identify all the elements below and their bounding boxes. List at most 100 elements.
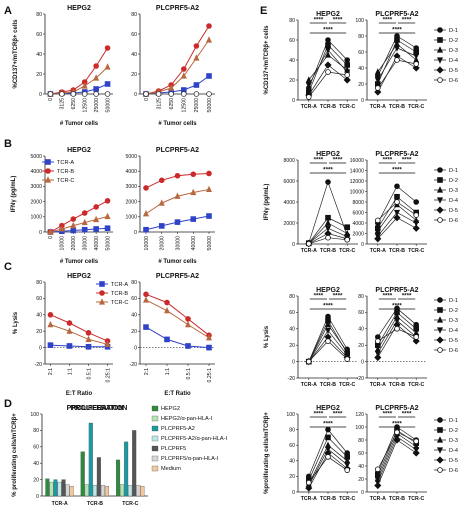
donor-series-d-4 [305,47,351,89]
data-point [81,218,88,226]
data-point [325,434,331,441]
legend-label: PLCPRF5-A2/α-pan-HLA-I [161,436,227,442]
data-point [374,68,381,75]
data-point [344,224,350,231]
data-point [181,66,187,72]
x-tick-label: 2:1 [144,368,150,375]
data-point [206,23,212,29]
legend-marker [98,298,106,305]
donor-legend: D-1 D-2 D-3 D-4 D-5 D-6 [434,417,458,474]
donor-series-d-6 [374,325,420,344]
data-point [70,227,77,234]
x-tick-label: 30000 [175,236,181,251]
data-point [85,330,92,336]
data-point [81,210,88,216]
data-point [66,320,73,326]
y-tick-label: 0 [39,230,42,236]
legend-swatch [151,465,159,472]
data-point [393,45,401,52]
x-tick-label: TCR-A [301,496,317,502]
y-tick-label: 0 [134,345,137,351]
significance-stars: **** [402,411,412,418]
legend-label: D-5 [449,68,458,74]
bar [100,485,105,497]
legend-marker [436,57,444,64]
legend-label: HEPG2/α-pan-HLA-I [161,416,213,422]
data-point [393,214,401,222]
y-tick-label: 80 [33,428,39,434]
y-tick-label: 0 [292,490,295,496]
x-tick-label: 1:1 [165,368,171,375]
y-tick-label: 0 [134,92,137,98]
legend-marker [437,347,443,353]
significance-stars: **** [323,421,333,428]
y-tick-label: 20 [36,72,42,78]
y-tick-label: 20 [289,474,295,480]
chart-a1: 0 20 40 60 80 HEPG2 %CD137+/mTCRβ+ cells 0 3125 6… [13,5,113,127]
y-tick-label: -20 [357,376,365,382]
y-tick-label: 100 [30,412,39,418]
data-point [374,350,381,358]
legend-marker [436,316,444,323]
chart-title: PLCPRF5-A2 [156,147,199,154]
y-tick-label: 40 [289,58,295,64]
legend-label: D-1 [449,28,458,34]
y-tick-label: 80 [358,438,364,444]
x-axis-label: E:T Ratio [164,391,191,397]
data-point [59,91,65,97]
x-tick-label: TCR-C [339,496,355,502]
data-point [305,94,312,100]
series-line [145,299,210,339]
data-point [305,484,313,492]
series-tcr-c [142,185,213,217]
y-tick-label: 2000 [283,221,295,227]
data-point [93,86,99,92]
data-point [163,306,171,314]
y-tick-label: 40 [33,461,39,467]
y-tick-label: 0 [36,494,39,500]
x-tick-label: 0.5:1 [186,368,192,380]
chart-c2: -20 0 20 40 60 80 PLCPRF5-A2 2:1 1:1 0.5:1 0.25:1 E… [130,273,215,397]
x-axis-label: # Tumor cells [60,259,99,265]
significance-stars: **** [392,421,402,428]
data-point [394,199,400,205]
data-point [413,334,420,340]
data-point [180,72,187,79]
data-point [184,320,192,328]
donor-series-d-4 [374,45,420,84]
y-tick-label: 0 [361,98,364,104]
donor-series-d-5 [374,214,420,243]
legend-marker [436,456,444,464]
legend-label: D-6 [449,468,458,474]
y-tick-label: 60 [36,296,42,302]
y-tick-label: 20 [131,72,137,78]
legend-marker [436,447,444,454]
legend-marker [437,417,443,423]
data-point [413,61,420,67]
y-tick-label: 60 [289,310,295,316]
legend-marker [436,336,444,344]
significance-brackets: **** ******** [309,293,347,310]
x-tick-label: TCR-A [301,104,317,110]
x-tick-label: TCR-C [339,382,355,388]
data-point [205,36,213,43]
bar [49,481,54,497]
y-tick-label: 40 [289,327,295,333]
chart-title: HEPG2 [316,287,340,294]
chart-title: PROLIFERATION [71,405,128,412]
data-point [324,327,332,335]
panel-label-c: C [4,261,12,273]
chart-e6: -20 0 20 40 60 80 PLCPRF5-A2 TCR-A TCR-B TCR-C ***… [357,287,427,388]
data-point [81,82,88,89]
series-tcr-c [142,36,213,97]
data-point [394,325,400,332]
data-point [206,91,212,97]
data-point [174,172,181,179]
bar [92,485,97,497]
data-point [343,76,351,84]
x-tick-label: 0 [48,236,54,239]
y-axis-label: %CD137+/mTCRβ+ cells [13,19,19,89]
chart-title: HEPG2 [316,151,340,158]
x-tick-label: 50000 [105,236,111,251]
bar [104,486,109,497]
